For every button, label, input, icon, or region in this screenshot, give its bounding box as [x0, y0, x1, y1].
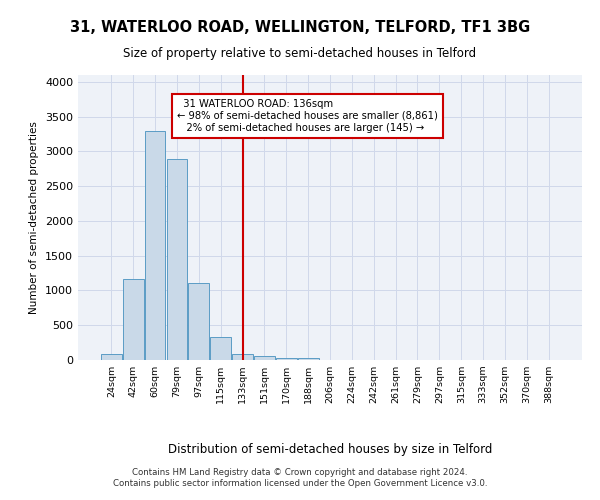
Text: Distribution of semi-detached houses by size in Telford: Distribution of semi-detached houses by …	[168, 442, 492, 456]
Bar	[210, 337, 231, 360]
Bar	[167, 159, 187, 360]
Bar	[188, 283, 209, 360]
Text: Contains HM Land Registry data © Crown copyright and database right 2024.
Contai: Contains HM Land Registry data © Crown c…	[113, 468, 487, 487]
Text: 31, WATERLOO ROAD, WELLINGTON, TELFORD, TF1 3BG: 31, WATERLOO ROAD, WELLINGTON, TELFORD, …	[70, 20, 530, 35]
Text: 31 WATERLOO ROAD: 136sqm
← 98% of semi-detached houses are smaller (8,861)
   2%: 31 WATERLOO ROAD: 136sqm ← 98% of semi-d…	[177, 100, 438, 132]
Text: Size of property relative to semi-detached houses in Telford: Size of property relative to semi-detach…	[124, 48, 476, 60]
Bar	[145, 130, 166, 360]
Bar	[101, 354, 122, 360]
Bar	[232, 354, 253, 360]
Bar	[123, 280, 143, 360]
Bar	[254, 356, 275, 360]
Y-axis label: Number of semi-detached properties: Number of semi-detached properties	[29, 121, 40, 314]
Bar	[298, 358, 319, 360]
Bar	[276, 358, 296, 360]
